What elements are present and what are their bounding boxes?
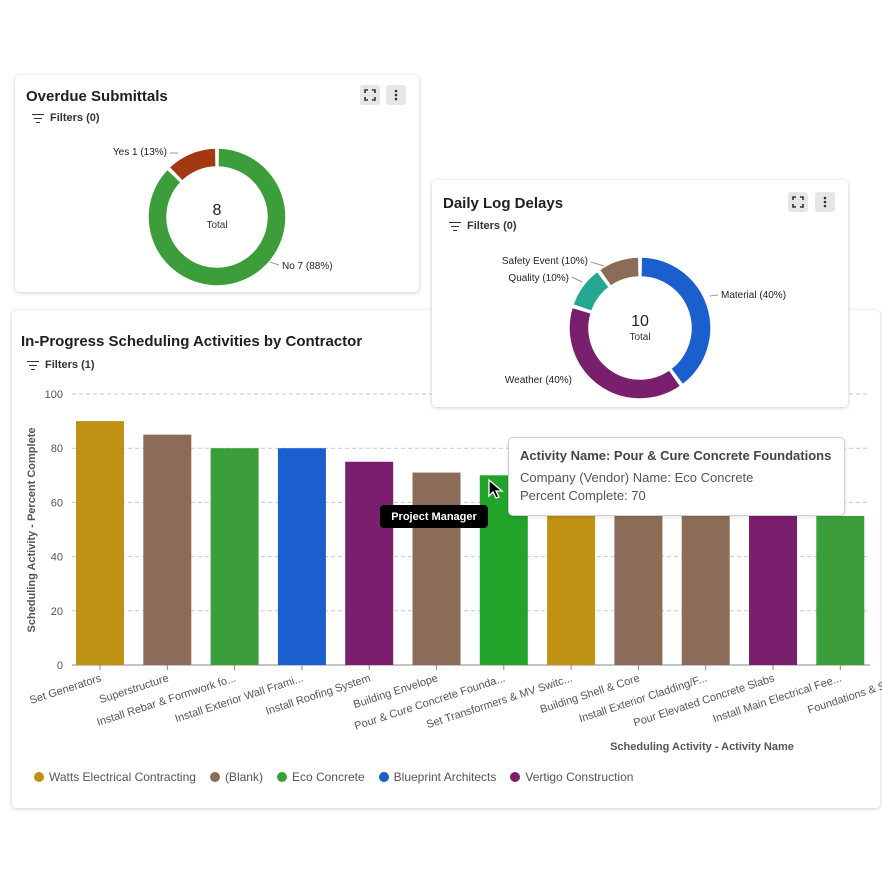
x-tick-label: Set Generators [28,672,103,707]
expand-button[interactable] [360,85,380,105]
more-vertical-icon [394,89,398,101]
legend-item[interactable]: Blueprint Architects [378,770,497,784]
bar[interactable] [210,448,259,665]
expand-icon [792,196,804,208]
slice-label-weather: Weather (40%) [505,375,572,386]
overdue-slice-yes[interactable] [168,147,217,183]
y-tick-label: 80 [51,443,63,455]
y-tick-label: 60 [51,497,63,509]
overdue-slice-no[interactable] [147,147,287,287]
bar[interactable] [143,434,192,665]
bar[interactable] [277,448,326,665]
filters-button[interactable]: Filters (0) [32,112,100,124]
bar-tooltip: Activity Name: Pour & Cure Concrete Foun… [508,437,845,516]
legend-item[interactable]: Vertigo Construction [510,770,633,784]
filter-icon [27,360,39,371]
filter-icon [449,221,461,232]
slice-label-quality: Quality (10%) [508,273,569,284]
slice-label-yes: Yes 1 (13%) [113,147,167,158]
card-title: Daily Log Delays [443,195,564,212]
legend-label: Blueprint Architects [393,770,497,784]
y-tick-label: 0 [57,660,63,672]
card-title: In-Progress Scheduling Activities by Con… [21,333,363,350]
legend-item[interactable]: Eco Concrete [276,770,365,784]
legend-swatch [34,772,44,782]
x-axis-label: Scheduling Activity - Activity Name [610,741,794,753]
more-menu-button[interactable] [386,85,406,105]
y-tick-label: 40 [51,552,63,564]
slice-label-no: No 7 (88%) [282,261,333,272]
filter-icon [32,113,44,124]
legend-item[interactable]: Watts Electrical Contracting [34,770,196,784]
bar[interactable] [749,502,797,665]
legend-item[interactable]: (Blank) [209,770,263,784]
bar[interactable] [412,472,461,665]
legend-label: Eco Concrete [291,770,365,784]
bar[interactable] [681,502,730,665]
tooltip-vendor: Company (Vendor) Name: Eco Concrete [520,470,754,485]
bar[interactable] [76,421,124,665]
chart-legend: Watts Electrical Contracting (Blank) Eco C… [34,770,633,784]
daily-slice-weather[interactable] [568,306,682,400]
daily-slice-safety-event[interactable] [598,256,640,288]
legend-swatch [510,772,521,782]
legend-label: Vertigo Construction [525,770,634,784]
filters-label: Filters (0) [467,220,517,232]
donut-total-label: Total [206,220,227,231]
overdue-donut: 8 Total Yes 1 (13%) No 7 (88%) [113,147,333,287]
filters-button[interactable]: Filters (0) [449,220,517,232]
bar[interactable] [345,461,394,665]
card-title: Overdue Submittals [26,88,168,105]
overdue-submittals-card: Overdue Submittals Filters (0) 8 Total Y… [15,75,419,292]
donut-total: 10 [631,313,649,330]
project-manager-tooltip: Project Manager [380,505,488,528]
slice-label-safety: Safety Event (10%) [502,256,588,267]
filters-label: Filters (1) [45,359,95,371]
bar[interactable] [547,502,596,665]
more-menu-button[interactable] [815,192,835,212]
daily-log-delays-card: Daily Log Delays Filters (0) 10 Total Ma… [432,180,848,407]
daily-donut: 10 Total Material (40%) Weather (40%) Qu… [502,256,786,400]
legend-swatch [209,772,220,782]
slice-label-material: Material (40%) [721,290,786,301]
donut-total: 8 [213,202,222,219]
daily-slice-quality[interactable] [571,270,611,313]
legend-label: Watts Electrical Contracting [49,770,196,784]
expand-button[interactable] [788,192,808,212]
bar[interactable] [816,515,865,665]
y-tick-label: 100 [45,389,63,401]
tooltip-title: Activity Name: Pour & Cure Concrete Foun… [520,448,832,463]
donut-total-label: Total [629,332,650,343]
more-vertical-icon [823,196,827,208]
bar[interactable] [614,502,663,665]
expand-icon [364,89,376,101]
legend-swatch [276,772,287,782]
tooltip-percent: Percent Complete: 70 [520,488,646,503]
filters-button[interactable]: Filters (1) [27,359,95,371]
filters-label: Filters (0) [50,112,100,124]
legend-label: (Blank) [224,770,263,784]
cursor-icon [488,478,504,499]
daily-slice-material[interactable] [640,256,712,386]
y-tick-label: 20 [51,606,63,618]
legend-swatch [378,772,389,782]
y-axis-label: Scheduling Activity - Percent Complete [26,428,38,633]
